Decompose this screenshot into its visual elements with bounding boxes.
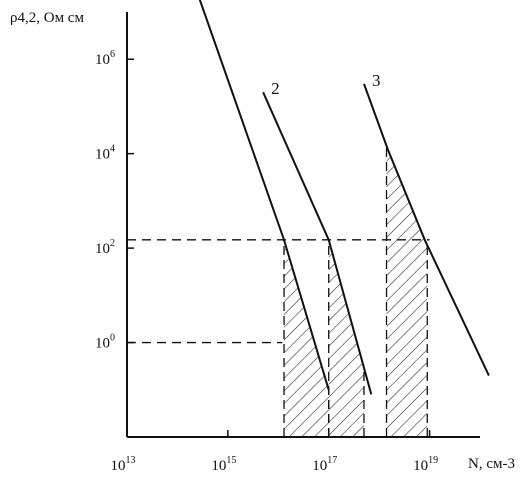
hatched-region: [387, 146, 428, 437]
hatched-region: [329, 240, 364, 437]
x-tick-label: 1015: [211, 455, 236, 474]
hatched-region: [284, 240, 329, 437]
x-tick-label: 1013: [111, 455, 136, 474]
y-tick-label: 102: [95, 238, 115, 257]
curve-label-2: 2: [271, 79, 280, 98]
x-tick-label: 1019: [413, 455, 438, 474]
y-tick-label: 106: [95, 49, 115, 68]
y-tick-label: 104: [95, 144, 115, 163]
curve-label-3: 3: [372, 71, 381, 90]
x-tick-label: 1017: [312, 455, 337, 474]
x-axis-title: N, см-3: [468, 456, 515, 472]
y-tick-label: 100: [95, 333, 115, 352]
y-axis-title: ρ4,2, Ом см: [10, 10, 84, 26]
